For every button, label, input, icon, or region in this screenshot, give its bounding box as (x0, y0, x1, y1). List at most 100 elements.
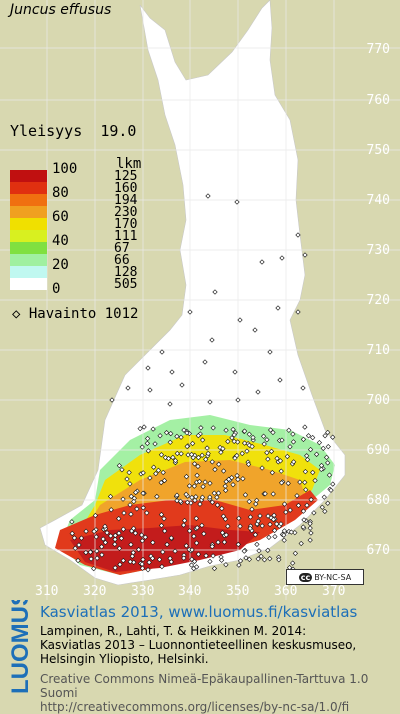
observation-marker (241, 440, 248, 446)
observation-marker (225, 523, 231, 529)
observation-marker (221, 539, 228, 545)
observation-marker (304, 502, 310, 508)
grid-lines (0, 0, 400, 600)
license-line[interactable]: http://creativecommons.org/licenses/by-n… (40, 700, 350, 714)
observation-marker (167, 439, 173, 445)
observation-marker (288, 529, 294, 535)
observation-marker (189, 547, 195, 553)
observation-marker (184, 443, 190, 450)
observation-marker (320, 445, 326, 451)
observation-marker (246, 498, 252, 505)
observation-marker (307, 446, 314, 453)
observation-marker (145, 435, 151, 442)
observation-marker (297, 479, 303, 485)
diamond-icon: ◇ (12, 306, 21, 322)
observation-marker (236, 562, 242, 568)
observation-marker (268, 515, 274, 521)
observation-marker (191, 533, 197, 539)
observation-marker (321, 494, 327, 500)
observation-marker (91, 565, 97, 572)
count-header: lkm (116, 156, 142, 172)
observation-marker (161, 477, 168, 484)
observation-marker (120, 557, 126, 564)
observation-marker (196, 478, 203, 485)
count-value: 505 (114, 277, 138, 292)
observation-marker (192, 497, 198, 503)
observation-marker (235, 476, 241, 483)
observation-marker (178, 434, 184, 440)
observation-marker (209, 543, 215, 550)
observation-marker (160, 549, 166, 555)
observation-marker (302, 469, 309, 475)
atlas-link[interactable]: Kasviatlas 2013, www.luomus.fi/kasviatla… (40, 603, 358, 621)
observation-marker (265, 513, 271, 519)
observation-marker (323, 454, 330, 460)
observation-marker (120, 526, 127, 532)
observation-marker (294, 493, 300, 499)
observation-marker (269, 470, 275, 476)
cc-license-badge[interactable]: cc BY-NC-SA (286, 569, 364, 585)
observation-marker (144, 440, 150, 447)
observation-marker (249, 506, 255, 512)
observation-marker (215, 539, 221, 545)
observation-marker (264, 437, 270, 443)
observation-marker (184, 430, 190, 436)
observation-marker (168, 430, 174, 437)
observation-marker (304, 453, 310, 459)
swatch-3 (10, 194, 47, 206)
citation-line: Lampinen, R., Lahti, T. & Heikkinen M. 2… (40, 624, 307, 638)
observation-marker (300, 508, 307, 514)
observation-marker (139, 444, 145, 450)
observation-marker (127, 559, 133, 565)
observation-marker (187, 309, 193, 315)
observation-marker (277, 377, 283, 383)
observation-marker (127, 481, 133, 487)
observation-marker (295, 309, 301, 315)
x-tick-label: 370 (322, 584, 346, 599)
observation-marker (195, 551, 202, 557)
observation-markers (69, 193, 336, 573)
observation-marker (194, 472, 200, 479)
observation-marker (310, 469, 316, 476)
observation-marker (325, 444, 331, 450)
observation-marker (223, 562, 229, 568)
observation-marker (112, 532, 118, 539)
observation-marker (133, 489, 139, 496)
observation-marker (108, 533, 114, 539)
x-tick-label: 350 (226, 584, 250, 599)
scale-label: 100 (52, 161, 78, 177)
observation-marker (270, 429, 276, 436)
observation-marker (195, 432, 201, 439)
x-tick-label: 340 (178, 584, 202, 599)
count-value: 160 (114, 181, 138, 196)
observation-marker (305, 433, 312, 439)
observation-marker (302, 479, 308, 485)
cc-icon: cc (298, 572, 313, 582)
observation-marker (308, 530, 314, 536)
swatch-5 (10, 218, 47, 230)
observation-marker (137, 426, 143, 432)
observation-marker (270, 516, 277, 523)
observation-marker (223, 427, 229, 433)
observation-marker (191, 483, 197, 489)
observation-marker (92, 512, 99, 519)
observation-marker (145, 365, 151, 371)
observation-marker (281, 501, 288, 507)
observation-marker (235, 541, 241, 548)
observation-marker (172, 458, 179, 464)
observation-marker (136, 546, 142, 553)
swatch-1 (10, 170, 47, 182)
observation-marker (221, 468, 227, 474)
observation-marker (130, 525, 137, 531)
observation-marker (255, 556, 261, 562)
observation-marker (262, 491, 268, 497)
observation-marker (200, 483, 206, 490)
observation-marker (178, 451, 184, 457)
observation-marker (244, 448, 250, 454)
observation-marker (307, 525, 313, 531)
observation-marker (194, 540, 200, 546)
observation-marker (290, 431, 296, 437)
observation-marker (312, 477, 318, 484)
scale-label: 20 (52, 257, 69, 273)
observation-marker (189, 451, 195, 458)
